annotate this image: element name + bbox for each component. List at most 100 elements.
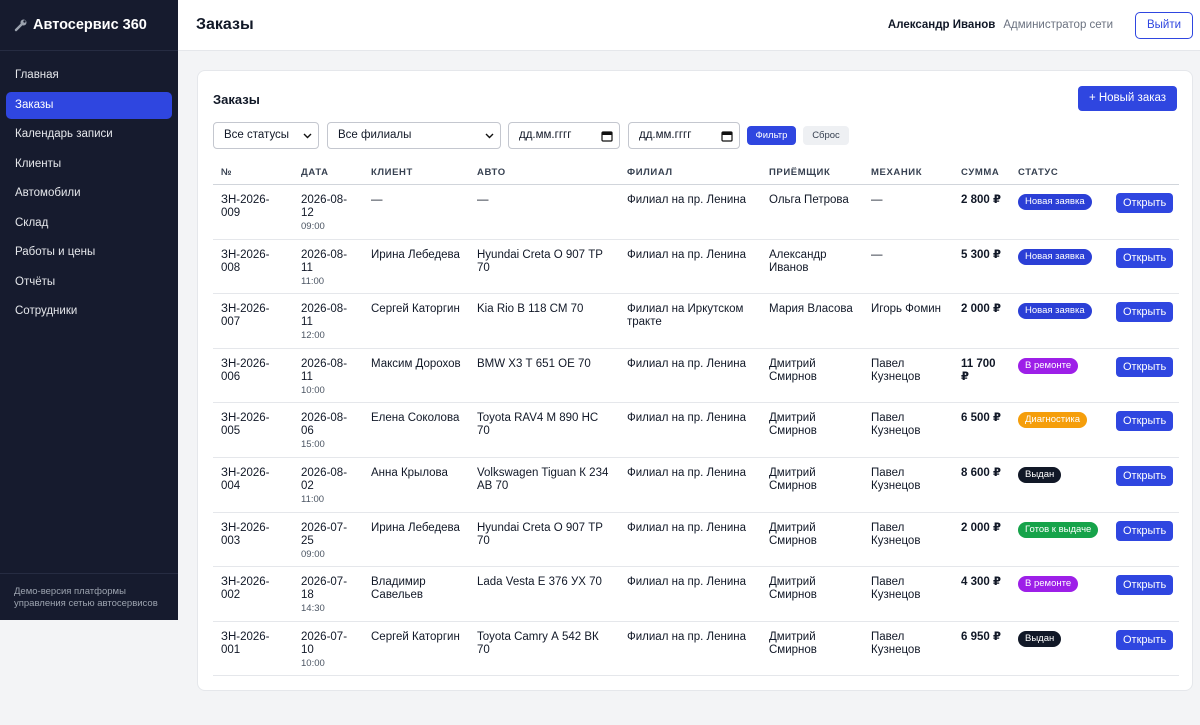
order-id: ЗН-2026-005: [221, 412, 270, 438]
cell: Павел Кузнецов: [863, 348, 953, 404]
cell: 2026-07-10 10:00: [293, 621, 363, 677]
order-time: 12:00: [301, 330, 325, 342]
cell: Владимир Савельев: [363, 566, 469, 622]
mechanic: Павел Кузнецов: [871, 357, 921, 383]
cell: Открыть: [1108, 402, 1179, 458]
cell: 2 000 ₽: [953, 512, 1010, 568]
order-row: ЗН-2026-005 2026-08-06 15:00 Елена Соколова…: [213, 402, 1179, 458]
cell: Диагностика: [1010, 402, 1108, 458]
cell: Открыть: [1108, 184, 1179, 240]
receiver: Александр Иванов: [769, 248, 827, 274]
cell: Анна Крылова: [363, 457, 469, 513]
order-date: 2026-08-02: [301, 466, 348, 492]
cell: Павел Кузнецов: [863, 457, 953, 513]
order-row: ЗН-2026-001 2026-07-10 10:00 Сергей Каторги…: [213, 621, 1179, 677]
nav-item[interactable]: Клиенты: [15, 157, 62, 170]
branch: Филиал на пр. Ленина: [627, 466, 747, 479]
wrench-icon: [14, 19, 27, 32]
logout-button[interactable]: Выйти: [1135, 12, 1193, 39]
reset-button[interactable]: Сброс: [803, 126, 849, 145]
status-badge: В ремонте: [1018, 357, 1079, 374]
cell: В ремонте: [1010, 348, 1108, 404]
open-button[interactable]: Открыть: [1116, 465, 1174, 486]
select-text: Все филиалы: [338, 129, 412, 141]
column-header: ПРИЁМЩИК: [761, 159, 863, 185]
nav-item[interactable]: Автомобили: [15, 187, 81, 199]
page-title: Заказы: [196, 16, 254, 33]
branch: Филиал на пр. Ленина: [627, 357, 747, 370]
cell: Филиал на пр. Ленина: [619, 348, 761, 404]
cell: ЗН-2026-001: [213, 621, 293, 677]
date-placeholder: дд.мм.гггг: [519, 129, 572, 141]
order-row: ЗН-2026-007 2026-08-11 12:00 Сергей Каторги…: [213, 293, 1179, 349]
filter-button[interactable]: Фильтр: [747, 126, 796, 145]
order-date: 2026-07-10: [301, 630, 348, 656]
new-order-button[interactable]: + Новый заказ: [1078, 86, 1177, 111]
branch: Филиал на Иркутском тракте: [627, 303, 744, 329]
branch: Филиал на пр. Ленина: [627, 412, 747, 425]
cell: 2026-08-11 12:00: [293, 293, 363, 349]
cell: BMW X3 Т 651 ОЕ 70: [469, 348, 619, 404]
order-id: ЗН-2026-001: [221, 630, 270, 656]
nav-item[interactable]: Склад: [15, 216, 49, 229]
nav-item[interactable]: Заказы: [6, 91, 172, 119]
sum: 2 800 ₽: [961, 194, 1001, 206]
cell: Ирина Лебедева: [363, 512, 469, 568]
car: Toyota RAV4 М 890 НС 70: [477, 412, 599, 438]
chevron: [485, 133, 494, 138]
open-button[interactable]: Открыть: [1116, 520, 1174, 541]
cell: Дмитрий Смирнов: [761, 566, 863, 622]
branch: Филиал на пр. Ленина: [627, 630, 747, 643]
cell: Павел Кузнецов: [863, 402, 953, 458]
cell: Павел Кузнецов: [863, 566, 953, 622]
cell: Выдан: [1010, 621, 1108, 677]
car: Volkswagen Tiguan К 234 АВ 70: [477, 466, 609, 492]
open-button[interactable]: Открыть: [1116, 247, 1174, 268]
cell: ЗН-2026-002: [213, 566, 293, 622]
open-button[interactable]: Открыть: [1116, 575, 1174, 596]
open-button[interactable]: Открыть: [1116, 193, 1174, 213]
client: Елена Соколова: [371, 412, 460, 425]
nav-item[interactable]: Отчёты: [15, 275, 56, 288]
calendar-icon: [601, 130, 613, 142]
client: Сергей Каторгин: [371, 630, 460, 643]
order-time: 11:00: [301, 275, 325, 287]
cell: Hyundai Creta О 907 ТР 70: [469, 512, 619, 568]
order-date: 2026-08-11: [301, 357, 348, 383]
cell: ЗН-2026-005: [213, 402, 293, 458]
cell: Kia Rio В 118 СМ 70: [469, 293, 619, 349]
date-to[interactable]: дд.мм.гггг: [628, 122, 740, 149]
nav-item[interactable]: Работы и цены: [15, 246, 96, 258]
cell: Открыть: [1108, 348, 1179, 404]
nav: Главная Заказы Календарь записи Клиенты Авто…: [0, 51, 178, 326]
car: Hyundai Creta О 907 ТР 70: [477, 521, 603, 547]
order-id: ЗН-2026-009: [221, 194, 270, 219]
user-role: Администратор сети: [1003, 19, 1113, 31]
cell: Дмитрий Смирнов: [761, 621, 863, 677]
nav-item[interactable]: Календарь записи: [15, 128, 113, 140]
order-row: ЗН-2026-009 2026-08-12 09:00 — — Филиал на пр…: [213, 184, 1179, 240]
open-button[interactable]: Открыть: [1116, 302, 1174, 323]
branch-select[interactable]: Все филиалы: [327, 122, 501, 149]
header-row: № ДАТА КЛИЕНТ АВТО ФИЛИАЛ ПРИЁМЩИК МЕХАНИК СУММ…: [213, 159, 1179, 185]
nav-item[interactable]: Главная: [15, 69, 59, 81]
cell: Дмитрий Смирнов: [761, 457, 863, 513]
car: —: [477, 194, 489, 206]
status-select[interactable]: Все статусы: [213, 122, 319, 149]
open-button[interactable]: Открыть: [1116, 411, 1174, 432]
sum: 6 950 ₽: [961, 630, 1001, 643]
order-id: ЗН-2026-006: [221, 357, 270, 383]
open-button[interactable]: Открыть: [1116, 629, 1174, 650]
cell: Дмитрий Смирнов: [761, 512, 863, 568]
cell: ЗН-2026-008: [213, 239, 293, 295]
cell: Открыть: [1108, 566, 1179, 622]
sum: 11 700 ₽: [961, 357, 996, 383]
cell: ЗН-2026-009: [213, 184, 293, 240]
car: Kia Rio В 118 СМ 70: [477, 303, 584, 316]
cell: В ремонте: [1010, 566, 1108, 622]
open-button[interactable]: Открыть: [1116, 356, 1174, 377]
date-from[interactable]: дд.мм.гггг: [508, 122, 620, 149]
cell: Volkswagen Tiguan К 234 АВ 70: [469, 457, 619, 513]
order-id: ЗН-2026-007: [221, 303, 270, 329]
nav-item[interactable]: Сотрудники: [15, 305, 78, 317]
